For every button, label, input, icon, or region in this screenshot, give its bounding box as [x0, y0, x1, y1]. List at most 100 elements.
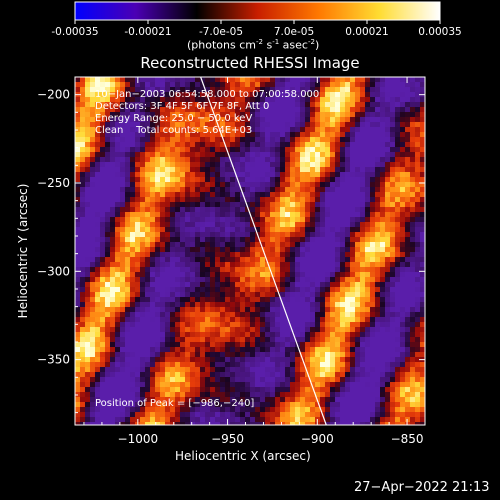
heatmap-cell — [405, 292, 411, 298]
heatmap-cell — [170, 147, 176, 153]
heatmap-cell — [125, 257, 131, 263]
heatmap-cell — [330, 77, 336, 83]
heatmap-cell — [285, 287, 291, 293]
heatmap-cell — [400, 312, 406, 318]
heatmap-cell — [230, 117, 236, 123]
heatmap-cell — [240, 392, 246, 398]
heatmap-cell — [110, 302, 116, 308]
heatmap-cell — [365, 132, 371, 138]
heatmap-cell — [120, 137, 126, 143]
heatmap-cell — [390, 342, 396, 348]
heatmap-cell — [200, 412, 206, 418]
heatmap-cell — [305, 92, 311, 98]
heatmap-cell — [125, 267, 131, 273]
heatmap-cell — [270, 357, 276, 363]
heatmap-cell — [300, 352, 306, 358]
heatmap-cell — [405, 322, 411, 328]
heatmap-cell — [210, 317, 216, 323]
heatmap-cell — [170, 102, 176, 108]
heatmap-cell — [285, 197, 291, 203]
heatmap-cell — [190, 392, 196, 398]
heatmap-cell — [110, 287, 116, 293]
heatmap-cell — [220, 162, 226, 168]
heatmap-cell — [410, 347, 416, 353]
heatmap-cell — [75, 337, 81, 343]
heatmap-cell — [165, 172, 171, 178]
heatmap-cell — [165, 247, 171, 253]
heatmap-cell — [390, 317, 396, 323]
heatmap-cell — [215, 312, 221, 318]
heatmap-cell — [390, 167, 396, 173]
heatmap-cell — [80, 117, 86, 123]
heatmap-cell — [380, 87, 386, 93]
heatmap-cell — [75, 367, 81, 373]
heatmap-cell — [410, 392, 416, 398]
heatmap-cell — [280, 87, 286, 93]
heatmap-cell — [180, 152, 186, 158]
heatmap-cell — [285, 357, 291, 363]
heatmap-cell — [345, 137, 351, 143]
heatmap-cell — [215, 357, 221, 363]
heatmap-cell — [285, 182, 291, 188]
heatmap-cell — [280, 287, 286, 293]
heatmap-cell — [175, 222, 181, 228]
heatmap-cell — [340, 87, 346, 93]
heatmap-cell — [380, 152, 386, 158]
heatmap-cell — [170, 267, 176, 273]
heatmap-cell — [275, 162, 281, 168]
heatmap-cell — [365, 342, 371, 348]
heatmap-cell — [365, 177, 371, 183]
heatmap-cell — [265, 112, 271, 118]
heatmap-cell — [375, 267, 381, 273]
heatmap-cell — [375, 187, 381, 193]
heatmap-cell — [390, 372, 396, 378]
heatmap-cell — [85, 262, 91, 268]
heatmap-cell — [355, 152, 361, 158]
heatmap-cell — [295, 322, 301, 328]
heatmap-cell — [365, 232, 371, 238]
heatmap-cell — [325, 182, 331, 188]
heatmap-cell — [170, 217, 176, 223]
heatmap-cell — [195, 82, 201, 88]
heatmap-cell — [400, 87, 406, 93]
heatmap-cell — [300, 87, 306, 93]
heatmap-cell — [320, 217, 326, 223]
heatmap-cell — [145, 177, 151, 183]
heatmap-cell — [380, 342, 386, 348]
heatmap-cell — [245, 102, 251, 108]
heatmap-cell — [380, 132, 386, 138]
heatmap-cell — [205, 117, 211, 123]
heatmap-cell — [325, 282, 331, 288]
heatmap-cell — [310, 162, 316, 168]
heatmap-cell — [375, 317, 381, 323]
heatmap-cell — [395, 307, 401, 313]
heatmap-cell — [375, 127, 381, 133]
heatmap-cell — [75, 252, 81, 258]
heatmap-cell — [325, 372, 331, 378]
heatmap-cell — [355, 382, 361, 388]
heatmap-cell — [385, 412, 391, 418]
heatmap-cell — [215, 92, 221, 98]
heatmap-cell — [160, 227, 166, 233]
heatmap-cell — [170, 272, 176, 278]
heatmap-cell — [315, 167, 321, 173]
heatmap-cell — [360, 367, 366, 373]
heatmap-cell — [250, 302, 256, 308]
heatmap-cell — [395, 212, 401, 218]
heatmap-cell — [370, 317, 376, 323]
heatmap-cell — [175, 162, 181, 168]
heatmap-cell — [345, 187, 351, 193]
heatmap-cell — [320, 277, 326, 283]
heatmap-cell — [230, 377, 236, 383]
heatmap-cell — [150, 302, 156, 308]
heatmap-cell — [170, 187, 176, 193]
heatmap-cell — [290, 407, 296, 413]
heatmap-cell — [155, 267, 161, 273]
heatmap-cell — [140, 327, 146, 333]
heatmap-cell — [380, 257, 386, 263]
heatmap-cell — [340, 102, 346, 108]
heatmap-cell — [280, 202, 286, 208]
heatmap-cell — [380, 97, 386, 103]
heatmap-cell — [405, 87, 411, 93]
heatmap-cell — [130, 162, 136, 168]
